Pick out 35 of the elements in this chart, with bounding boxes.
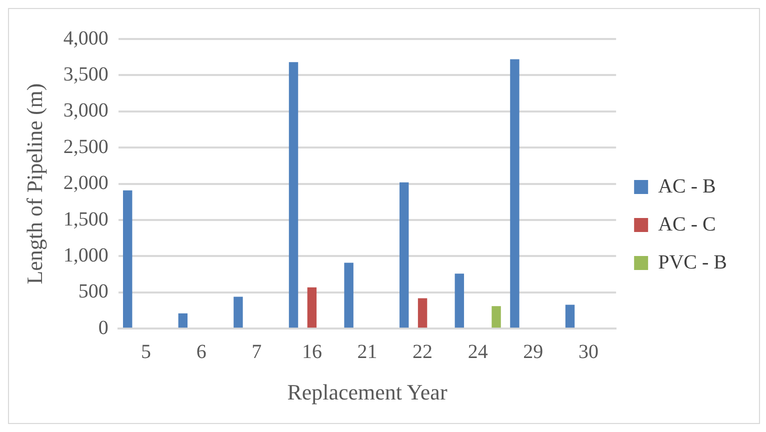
bar <box>178 313 188 328</box>
legend-label: AC - C <box>658 213 716 236</box>
bar <box>307 287 317 328</box>
bar <box>344 262 354 328</box>
x-tick-label: 6 <box>196 340 206 363</box>
y-tick-label: 2,500 <box>63 136 108 158</box>
bar <box>510 59 520 328</box>
x-tick-label: 29 <box>523 340 544 363</box>
y-tick-label: 1,500 <box>63 208 108 230</box>
y-tick-label: 3,500 <box>63 63 108 86</box>
x-tick-label: 24 <box>468 340 488 363</box>
y-tick-label: 2,000 <box>63 172 108 194</box>
bar <box>454 274 464 328</box>
y-tick-label: 1,000 <box>63 244 108 266</box>
bar <box>234 296 243 328</box>
bar <box>288 62 298 328</box>
y-tick-label: 0 <box>98 316 108 339</box>
x-tick-label: 7 <box>252 340 262 363</box>
bar <box>418 298 428 328</box>
bar <box>123 190 132 328</box>
x-tick-label: 16 <box>302 340 322 363</box>
y-tick-label: 500 <box>78 280 108 303</box>
y-tick-label: 3,000 <box>63 100 108 122</box>
x-tick-label: 30 <box>578 340 598 363</box>
bar <box>492 306 501 328</box>
x-tick-label: 5 <box>141 340 152 363</box>
x-tick-label: 21 <box>357 340 378 363</box>
x-tick-label: 22 <box>412 340 433 363</box>
y-tick-label: 4,000 <box>63 27 108 50</box>
legend-label: AC - B <box>658 175 716 198</box>
y-axis-title: Length of Pipeline (m) <box>22 83 47 284</box>
bar <box>565 304 575 328</box>
legend-label: PVC - B <box>658 251 727 274</box>
bar <box>400 182 409 328</box>
x-axis-title: Replacement Year <box>287 380 448 405</box>
